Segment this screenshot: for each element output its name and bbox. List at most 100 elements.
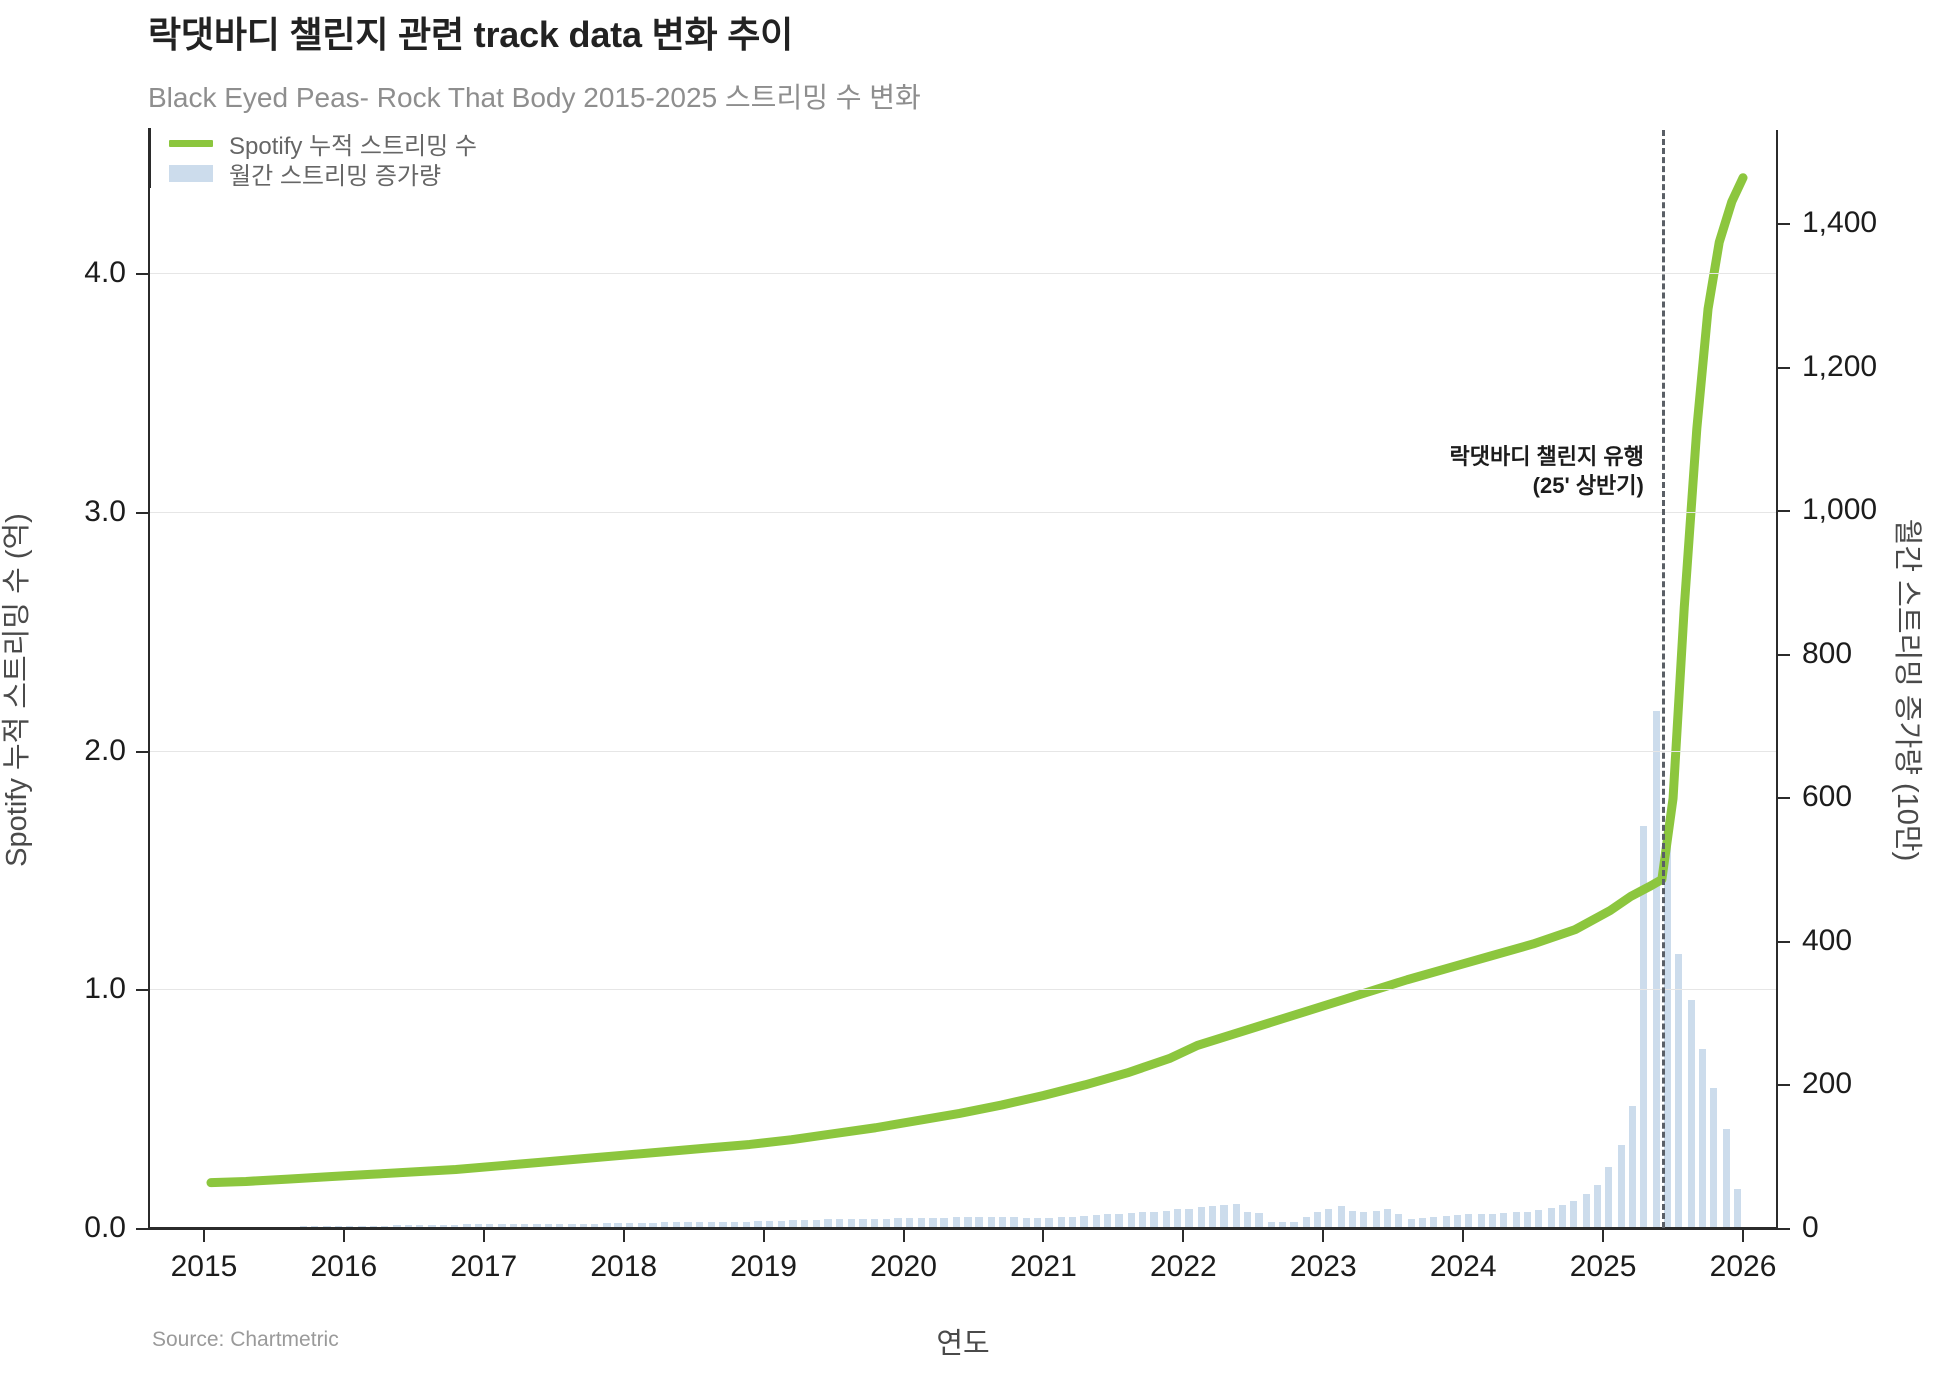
y-axis-right xyxy=(1776,130,1778,1230)
x-axis-tick-label: 2026 xyxy=(1709,1250,1777,1283)
bar xyxy=(1093,1215,1101,1228)
bar xyxy=(1267,1221,1276,1228)
y-axis-right-tick xyxy=(1778,1228,1790,1230)
x-axis-tick xyxy=(1322,1230,1325,1242)
bar xyxy=(625,1222,633,1228)
axis-ticks-layer: 0.0 1.0 2.0 3.0 4.0 0 200 400 600 800 1,000 1,200 1,… xyxy=(84,130,1877,1283)
bar xyxy=(1162,1210,1171,1228)
bar xyxy=(1174,1209,1182,1228)
legend-bar-swatch xyxy=(169,164,213,182)
x-axis-tick xyxy=(1182,1230,1185,1242)
bar xyxy=(848,1219,856,1228)
x-axis-tick-label: 2024 xyxy=(1429,1250,1497,1283)
bar xyxy=(1535,1210,1543,1228)
bar xyxy=(1139,1212,1147,1228)
y-axis-left xyxy=(148,130,150,1230)
y-axis-left-tick-label: 4.0 xyxy=(84,256,126,290)
x-axis-tick xyxy=(342,1230,345,1242)
bar xyxy=(883,1218,891,1228)
bar xyxy=(1500,1212,1508,1228)
y-axis-right-tick-label: 400 xyxy=(1802,923,1853,957)
bar xyxy=(1209,1206,1217,1228)
bar xyxy=(380,1225,389,1228)
bar xyxy=(404,1225,412,1228)
bar xyxy=(1453,1215,1462,1228)
gridline xyxy=(150,750,1776,752)
x-axis-tick-label: 2023 xyxy=(1289,1250,1357,1283)
bar xyxy=(345,1225,354,1228)
bar xyxy=(824,1219,832,1228)
chart-legend: Spotify 누적 스트리밍 수 월간 스트리밍 증가량 xyxy=(148,128,477,190)
y-axis-right-tick-label: 200 xyxy=(1802,1067,1853,1101)
bar xyxy=(765,1220,773,1228)
bar xyxy=(1150,1211,1158,1228)
legend-item-label: 월간 스트리밍 증가량 xyxy=(229,162,442,190)
bar xyxy=(369,1225,377,1228)
legend-line-swatch xyxy=(169,139,213,147)
page-subtitle: Black Eyed Peas- Rock That Body 2015-202… xyxy=(148,82,921,113)
bar xyxy=(684,1222,692,1228)
x-axis-tick xyxy=(202,1230,205,1242)
source-note: Source: Chartmetric xyxy=(152,1328,339,1351)
bar xyxy=(1523,1211,1532,1228)
y-axis-right-tick-label: 600 xyxy=(1802,780,1853,814)
bar xyxy=(1419,1217,1427,1228)
bar xyxy=(1080,1215,1088,1228)
bar xyxy=(509,1224,517,1228)
gridline xyxy=(150,989,1776,991)
y-axis-left-tick xyxy=(136,511,148,514)
legend-item-line[interactable]: Spotify 누적 스트리밍 수 xyxy=(169,128,477,160)
bar xyxy=(1617,1145,1625,1228)
y-axis-left-tick xyxy=(136,750,148,753)
gridlines-layer xyxy=(148,130,1778,1230)
bar xyxy=(988,1217,996,1228)
bar xyxy=(754,1220,762,1228)
bar xyxy=(835,1219,843,1228)
bar xyxy=(1384,1209,1392,1228)
bar xyxy=(975,1217,983,1228)
bar xyxy=(894,1217,902,1228)
legend-item-bar[interactable]: 월간 스트리밍 증가량 xyxy=(169,158,477,190)
bar xyxy=(918,1217,926,1228)
y-axis-left-tick-label: 3.0 xyxy=(84,494,126,528)
y-axis-left-tick xyxy=(136,989,148,992)
bar xyxy=(1547,1207,1555,1228)
bar xyxy=(695,1222,703,1228)
bar xyxy=(614,1222,622,1228)
y-axis-right-tick xyxy=(1778,1084,1790,1087)
bar xyxy=(1430,1216,1438,1228)
bar xyxy=(1279,1222,1287,1228)
bar xyxy=(1349,1210,1357,1228)
bar xyxy=(1640,826,1648,1228)
bar xyxy=(1127,1212,1136,1228)
y-axis-right-tick-label: 1,400 xyxy=(1802,206,1878,240)
bar xyxy=(870,1218,878,1228)
bar xyxy=(1220,1205,1228,1228)
bar xyxy=(1314,1212,1322,1228)
bar xyxy=(485,1224,493,1228)
bar xyxy=(1710,1088,1718,1228)
bar xyxy=(299,1225,307,1228)
bar xyxy=(1023,1217,1031,1228)
bar xyxy=(1593,1184,1602,1228)
bar xyxy=(1663,836,1672,1228)
bar xyxy=(743,1221,751,1228)
x-axis-tick xyxy=(762,1230,765,1242)
x-axis-tick-label: 2017 xyxy=(450,1250,518,1283)
y-axis-right-tick-label: 800 xyxy=(1802,636,1853,670)
bar xyxy=(1372,1210,1381,1228)
event-marker-line xyxy=(1661,130,1665,1228)
x-axis-tick-label: 2018 xyxy=(590,1250,658,1283)
bar xyxy=(1069,1216,1077,1228)
y-axis-left-tick xyxy=(136,273,148,276)
bar xyxy=(358,1225,366,1228)
bar xyxy=(579,1223,587,1228)
y-axis-right-tick xyxy=(1778,797,1790,800)
bar xyxy=(638,1222,646,1228)
bar xyxy=(1652,711,1660,1228)
bar xyxy=(1325,1208,1333,1228)
y-axis-left-tick-label: 1.0 xyxy=(84,972,126,1006)
x-axis-tick-label: 2021 xyxy=(1010,1250,1077,1283)
bar xyxy=(428,1225,436,1228)
bar xyxy=(800,1220,808,1228)
